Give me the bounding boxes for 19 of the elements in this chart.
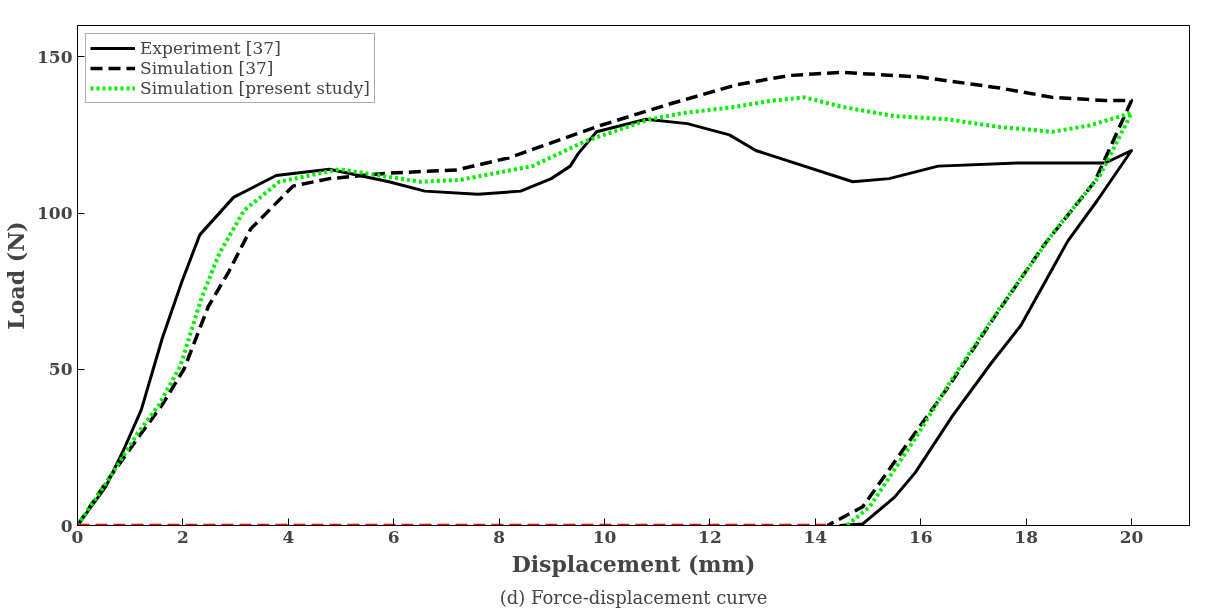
x-tick-label: 2 xyxy=(176,526,189,547)
x-tick-label: 6 xyxy=(387,526,400,547)
y-tick-label: 50 xyxy=(48,359,73,380)
x-axis-title: Displacement (mm) xyxy=(511,550,756,577)
x-tick-label: 20 xyxy=(1119,526,1144,547)
y-tick-label: 100 xyxy=(37,203,73,223)
legend-label: Simulation [37] xyxy=(140,58,274,78)
y-tick-label: 150 xyxy=(37,46,73,67)
text: (d) Force-displacement curve xyxy=(499,586,768,608)
x-tick-label: 16 xyxy=(908,526,933,547)
x-tick-label: 12 xyxy=(698,526,722,547)
x-tick-label: 14 xyxy=(803,526,828,547)
x-tick-label: 18 xyxy=(1014,526,1038,547)
y-axis-title: Load (N) xyxy=(3,221,30,330)
legend-label: Experiment [37] xyxy=(140,38,281,58)
x-tick-label: 10 xyxy=(592,526,617,547)
legend-label: Simulation [present study] xyxy=(140,78,370,98)
x-tick-label: 4 xyxy=(282,526,295,547)
x-tick-label: 8 xyxy=(493,526,506,547)
